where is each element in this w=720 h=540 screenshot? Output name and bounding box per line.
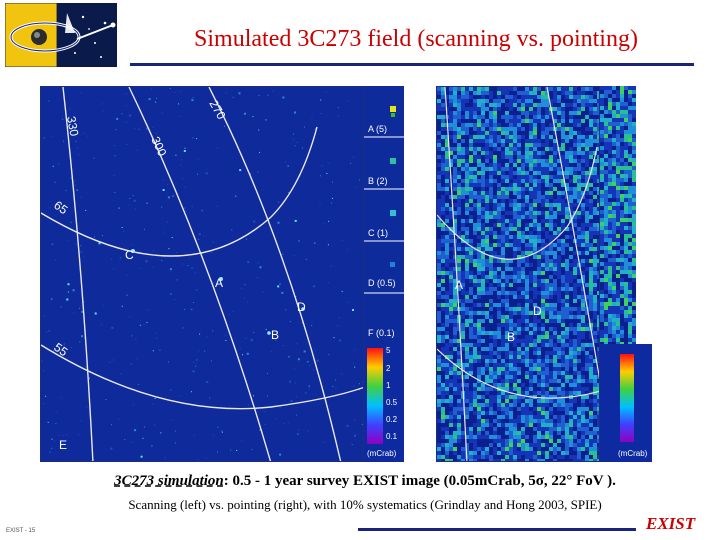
source-label-d: D — [533, 304, 542, 318]
exist-logo — [4, 2, 117, 68]
figure-caption: 3C273 simulation: 0.5 - 1 year survey EX… — [40, 473, 690, 490]
source-label-b: B — [507, 330, 515, 344]
thumb-source — [390, 262, 395, 267]
footer-brand: EXIST — [646, 514, 696, 533]
source-label-c: C — [125, 248, 134, 262]
source-label-b: B — [271, 328, 279, 342]
thumb-label: A (5) — [368, 124, 387, 134]
grid-line — [41, 126, 318, 257]
thumb-source — [390, 210, 396, 216]
caption-text: : 0.5 - 1 year survey EXIST image (0.05m… — [223, 473, 616, 489]
footer-rule — [358, 528, 636, 531]
colorbar-tick: 1 — [386, 381, 391, 390]
thumb-source — [390, 106, 396, 112]
scanning-sky-map: 330 270 300 65 55 C A D B E — [40, 86, 364, 462]
thumb-label: C (1) — [368, 228, 388, 238]
colorbar-right: (mCrab) — [600, 344, 652, 462]
grid-label: 65 — [51, 198, 70, 217]
grid-label: 330 — [64, 115, 81, 137]
grid-label: 270 — [206, 98, 228, 123]
slide-title: Simulated 3C273 field (scanning vs. poin… — [194, 26, 638, 52]
map-noise — [437, 87, 599, 461]
grid-label: 300 — [148, 134, 169, 158]
colorbar-left: 5 2 1 0.5 0.2 0.1 (mCrab) — [364, 344, 404, 462]
colorbar-tick: 0.1 — [386, 432, 398, 441]
grid-line — [41, 344, 363, 410]
source-label-a: A — [455, 278, 463, 292]
figure-subcaption: Scanning (left) vs. pointing (right), wi… — [128, 497, 602, 512]
caption-emphasis: 3C273 simulation — [114, 473, 224, 489]
source-thumbnail-strip-right — [600, 86, 636, 344]
slide-footer-text: EXIST - 15 — [6, 528, 36, 534]
title-underline — [130, 63, 694, 66]
colorbar-tick: 0.5 — [386, 398, 398, 407]
pointing-sky-map: A D B — [436, 86, 600, 462]
grid-line — [546, 87, 599, 379]
source-label-d: D — [297, 300, 306, 314]
source-thumbnail-strip: A (5) B (2) C (1) D (0.5) F (0.1) — [364, 86, 404, 344]
colorbar-unit: (mCrab) — [367, 449, 397, 458]
colorbar-gradient — [620, 354, 634, 442]
grid-line — [62, 87, 94, 461]
grid-line — [437, 348, 599, 399]
thumb-label: B (2) — [368, 176, 388, 186]
thumb-label: D (0.5) — [368, 278, 396, 288]
source-label-e: E — [59, 438, 67, 452]
map-noise — [41, 88, 363, 461]
grid-line — [437, 146, 598, 260]
grid-line — [208, 87, 342, 461]
source-label-a: A — [215, 276, 223, 290]
grid-line — [444, 87, 468, 461]
colorbar-tick: 5 — [386, 346, 391, 355]
colorbar-gradient — [367, 348, 383, 444]
thumb-label: F (0.1) — [368, 328, 395, 338]
thumb-noise — [600, 86, 636, 344]
colorbar-tick: 2 — [386, 364, 391, 373]
grid-label: 55 — [51, 340, 70, 359]
colorbar-tick: 0.2 — [386, 415, 398, 424]
thumb-source — [390, 158, 396, 164]
colorbar-unit: (mCrab) — [618, 449, 648, 458]
